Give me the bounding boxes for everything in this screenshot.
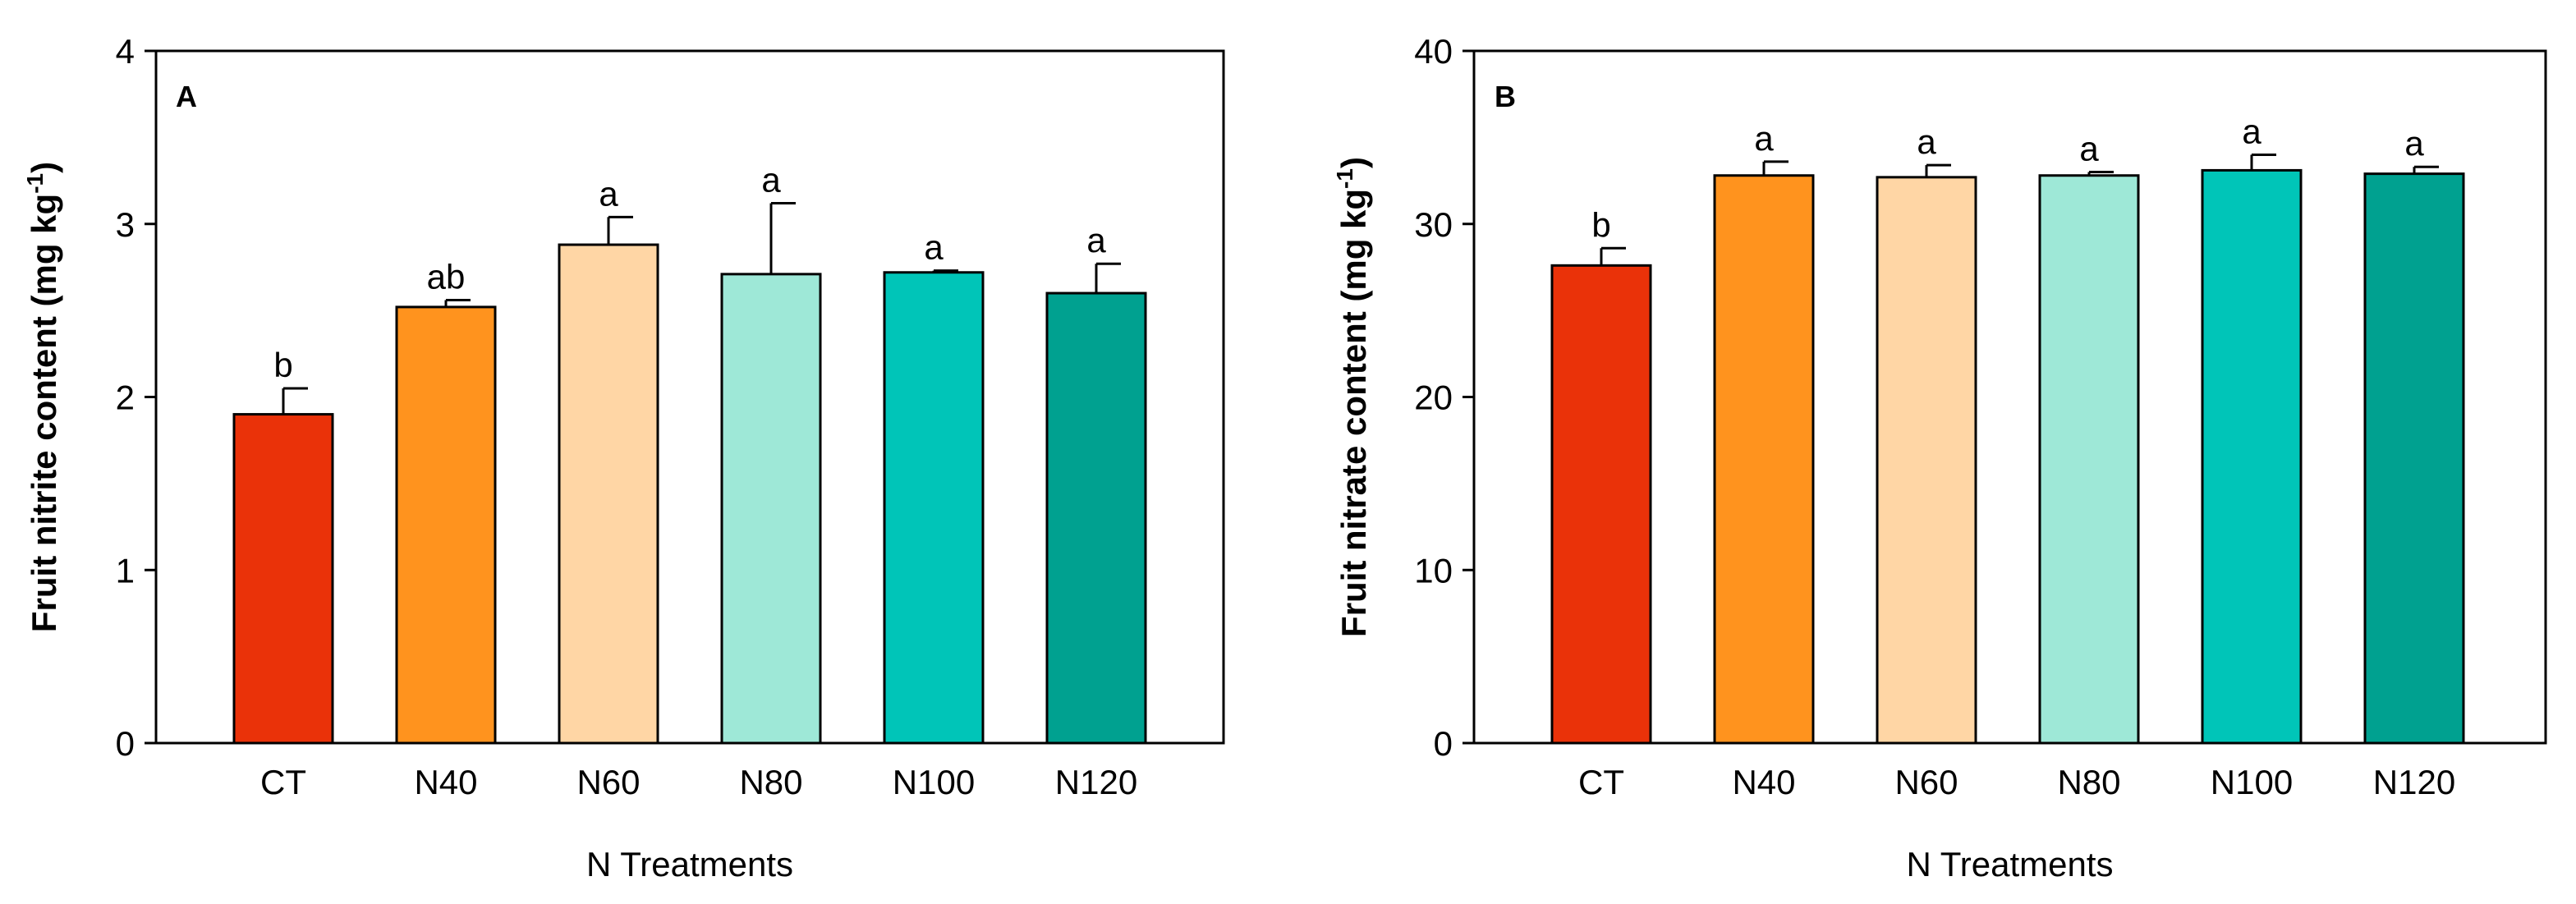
- bar-n100: [2201, 168, 2303, 745]
- x-tick-label-n120: N120: [1055, 763, 1137, 801]
- x-tick-label-ct: CT: [260, 763, 306, 801]
- significance-label-n40: ab: [427, 257, 466, 296]
- bar-ct: [232, 413, 334, 745]
- bar-ct: [1550, 264, 1652, 745]
- y-axis-label: Fruit nitrate content (mg kg-1): [1332, 157, 1373, 637]
- bar-n80: [720, 273, 822, 745]
- panel-letter: B: [1495, 80, 1516, 113]
- x-axis-label: N Treatments: [1906, 845, 2113, 883]
- x-tick-label-n60: N60: [576, 763, 640, 801]
- y-tick-label: 4: [116, 32, 135, 71]
- y-tick-label: 40: [1414, 32, 1453, 71]
- y-tick-label: 10: [1414, 551, 1453, 590]
- x-tick-label-ct: CT: [1578, 763, 1624, 801]
- significance-label-n60: a: [599, 174, 618, 213]
- y-axis-label: Fruit nitrite content (mg kg-1): [22, 162, 63, 632]
- x-tick-label-n120: N120: [2373, 763, 2455, 801]
- x-axis-label: N Treatments: [586, 845, 793, 883]
- y-tick-label: 0: [1434, 724, 1453, 763]
- significance-label-n80: a: [2079, 130, 2099, 168]
- x-tick-label-n40: N40: [414, 763, 477, 801]
- y-tick-label: 1: [116, 551, 135, 590]
- significance-label-ct: b: [1591, 205, 1610, 244]
- bar-n80: [2038, 174, 2140, 745]
- x-tick-label-n80: N80: [2057, 763, 2120, 801]
- panel-letter: A: [176, 80, 197, 113]
- x-tick-label-n100: N100: [893, 763, 975, 801]
- y-tick-label: 0: [116, 724, 135, 763]
- bar-n40: [1713, 174, 1815, 745]
- y-tick-label: 30: [1414, 205, 1453, 244]
- x-tick-label-n60: N60: [1894, 763, 1958, 801]
- x-tick-label-n100: N100: [2211, 763, 2293, 801]
- bar-n60: [558, 243, 659, 745]
- x-tick-label-n40: N40: [1732, 763, 1795, 801]
- significance-label-n60: a: [1917, 122, 1936, 161]
- bar-n40: [395, 305, 497, 745]
- significance-label-n120: a: [1086, 221, 1106, 259]
- significance-label-n100: a: [924, 228, 944, 267]
- significance-label-n40: a: [1754, 119, 1774, 158]
- bar-n120: [2363, 172, 2465, 745]
- y-tick-label: 20: [1414, 379, 1453, 417]
- significance-label-ct: b: [273, 346, 292, 384]
- significance-label-n100: a: [2242, 112, 2261, 150]
- x-tick-label-n80: N80: [739, 763, 802, 801]
- y-tick-label: 2: [116, 379, 135, 417]
- y-tick-label: 3: [116, 205, 135, 244]
- chart-panel-b: 0 10 20 30 40 b CT a N40 a N60 a N80 a N100 a N120 B N Tre…: [1332, 32, 2547, 883]
- chart-panel-a: 0 1 2 3 4 b CT ab N40 a N60 a N80 a N100 a N120 A N Treatm…: [22, 32, 1225, 883]
- bar-n120: [1045, 291, 1147, 745]
- significance-label-n80: a: [761, 160, 781, 199]
- significance-label-n120: a: [2404, 124, 2424, 163]
- bar-n60: [1876, 176, 1977, 745]
- bar-n100: [883, 271, 985, 745]
